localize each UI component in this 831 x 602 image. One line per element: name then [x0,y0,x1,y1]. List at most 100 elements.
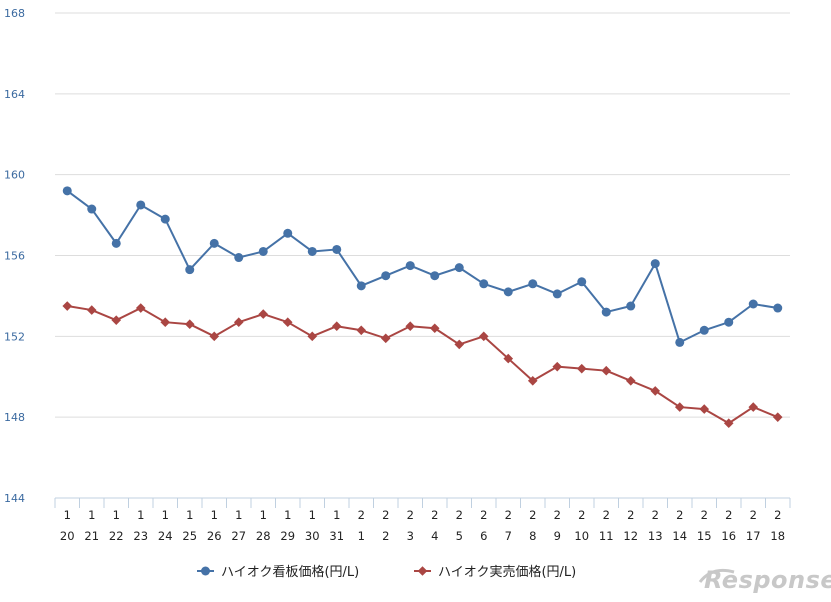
x-tick-month: 1 [211,508,218,522]
data-point [405,321,416,332]
x-tick-day: 17 [746,529,761,543]
legend-marker [417,566,428,576]
data-point [675,337,685,347]
gridlines [55,12,790,418]
y-tick-label: 152 [4,330,25,343]
x-tick-month: 2 [725,508,732,522]
data-point [748,402,759,412]
x-tick-day: 1 [358,529,365,543]
x-tick-day: 28 [256,529,271,543]
x-tick-month: 2 [431,508,438,522]
x-tick-day: 15 [697,529,712,543]
data-point [454,263,464,273]
x-tick-month: 2 [480,508,487,522]
data-point [773,303,783,313]
x-tick-month: 1 [235,508,242,522]
x-tick-day: 13 [648,529,663,543]
y-tick-label: 160 [4,169,25,182]
x-tick-month: 2 [774,508,781,522]
x-tick-day: 6 [480,529,487,543]
x-tick-day: 12 [623,529,638,543]
x-tick-month: 1 [88,508,95,522]
x-tick-month: 1 [113,508,120,522]
data-point [258,246,268,256]
x-tick-month: 1 [162,508,169,522]
data-point [135,303,146,313]
data-point [332,244,342,254]
series-line [66,190,778,344]
x-tick-day: 27 [231,529,246,543]
x-tick-month: 1 [64,508,71,522]
y-tick-label: 168 [4,7,25,20]
x-tick-day: 24 [158,529,173,543]
data-point [503,353,514,364]
x-tick-day: 4 [431,529,438,543]
x-tick-month: 1 [186,508,193,522]
x-tick-day: 14 [672,529,687,543]
data-point [185,265,195,275]
legend: ハイオク看板価格(円/L) ハイオク実売価格(円/L) [197,564,576,580]
data-point [381,271,391,281]
x-tick-day: 8 [529,529,536,543]
data-point [356,281,366,291]
x-tick-day: 23 [133,529,148,543]
x-tick-month: 2 [701,508,708,522]
x-tick-day: 20 [60,529,75,543]
x-tick-day: 31 [329,529,344,543]
x-tick-month: 2 [750,508,757,522]
x-tick-month: 2 [652,508,659,522]
data-point [454,339,465,350]
legend-label: ハイオク看板価格(円/L) [221,564,359,580]
x-tick-month: 2 [554,508,561,522]
data-point [62,186,72,196]
legend-marker [201,566,210,576]
x-tick-day: 10 [574,529,589,543]
x-axis: 1201211221231241251261271281291301312122… [54,497,791,543]
x-tick-month: 2 [627,508,634,522]
x-tick-day: 5 [456,529,463,543]
data-point [160,214,170,224]
data-point [626,301,636,311]
data-point [209,331,220,342]
y-tick-label: 164 [4,88,25,101]
data-point [748,299,758,309]
x-tick-day: 25 [182,529,197,543]
data-point [86,305,97,315]
data-point [552,289,562,299]
x-tick-day: 22 [109,529,124,543]
x-tick-month: 2 [505,508,512,522]
x-tick-day: 2 [382,529,389,543]
x-tick-day: 18 [770,529,785,543]
x-tick-day: 16 [721,529,736,543]
x-tick-day: 9 [554,529,561,543]
x-tick-day: 21 [84,529,99,543]
data-point [625,375,636,386]
y-axis: 144 148 152 156 160 164 168 [4,7,25,505]
data-point [527,375,538,386]
x-tick-month: 2 [358,508,365,522]
x-tick-month: 2 [578,508,585,522]
legend-label: ハイオク実売価格(円/L) [438,564,576,580]
data-point [430,271,440,281]
x-tick-month: 2 [382,508,389,522]
data-point [283,228,293,238]
data-point [160,317,171,327]
data-point [724,317,734,327]
data-point [528,279,538,289]
data-point [723,418,734,429]
data-point [209,238,219,248]
x-tick-month: 1 [333,508,340,522]
x-tick-month: 2 [529,508,536,522]
data-point [577,277,587,287]
data-point [429,323,440,334]
data-point [601,365,612,376]
x-tick-day: 26 [207,529,222,543]
y-tick-label: 156 [4,250,25,263]
data-point [258,309,269,319]
data-point [650,259,660,269]
data-point [111,238,121,248]
x-tick-month: 2 [603,508,610,522]
data-point [699,404,710,414]
data-point [331,321,342,332]
data-point [184,319,195,330]
